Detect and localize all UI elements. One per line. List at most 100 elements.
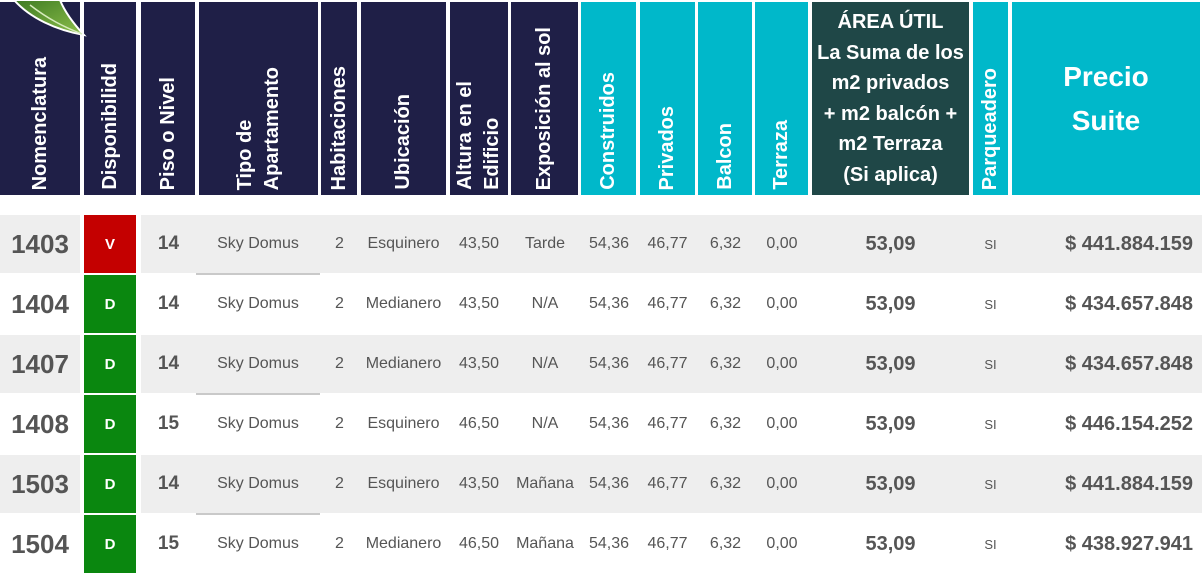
cell-nomenclatura: 1407 — [0, 335, 80, 393]
header-label-line: m2 privados — [831, 72, 950, 94]
header-label: Nomenclatura — [27, 57, 54, 190]
cell-piso: 15 — [157, 533, 180, 554]
cell-exposicion: Tarde — [510, 215, 580, 273]
cell-tipo: Sky Domus — [196, 455, 320, 515]
cell-ubicacion: Medianero — [359, 335, 448, 393]
header-label-text: Parqueadero — [979, 67, 1001, 190]
cell-habitaciones: 2 — [335, 415, 344, 432]
header-label-text: Balcon — [713, 123, 736, 190]
header-label-text: Nomenclatura — [28, 56, 51, 190]
cell-altura: 46,50 — [458, 535, 500, 552]
header-label-line: m2 Terraza — [838, 133, 943, 155]
cell-habitaciones: 2 — [320, 455, 359, 513]
cell-privados: 46,77 — [647, 415, 688, 432]
cell-terraza: 0,00 — [754, 215, 810, 273]
cell-construidos: 54,36 — [580, 335, 638, 393]
cell-terraza: 0,00 — [754, 335, 810, 393]
header-label-text: Disponibilidd — [98, 63, 121, 190]
cell-precio: $ 438.927.941 — [1065, 532, 1193, 555]
cell-habitaciones: 2 — [320, 215, 359, 273]
cell-precio: $ 434.657.848 — [1010, 335, 1202, 393]
cell-nomenclatura: 1503 — [0, 455, 80, 513]
cell-ubicacion: Esquinero — [367, 415, 440, 432]
cell-precio: $ 441.884.159 — [1010, 215, 1202, 273]
cell-piso: 14 — [141, 335, 196, 393]
header-label: Altura en el Edificio — [452, 81, 506, 190]
cell-privados: 46,77 — [647, 535, 688, 552]
header-label: Piso o Nivel — [155, 77, 182, 190]
header-label: Habitaciones — [326, 66, 353, 190]
cell-balcon: 6,32 — [697, 215, 754, 273]
table-row: 1503 D 14 Sky Domus 2 Esquinero 43,50 Mañana 54,… — [0, 455, 1202, 515]
cell-privados: 46,77 — [638, 455, 697, 513]
cell-terraza: 0,00 — [754, 455, 810, 513]
header-label: Terraza — [768, 120, 795, 190]
status-badge: D — [84, 515, 136, 573]
cell-parqueadero: SI — [971, 215, 1010, 273]
cell-altura: 43,50 — [448, 335, 510, 393]
cell-construidos: 54,36 — [588, 295, 630, 312]
cell-piso: 14 — [157, 293, 180, 314]
cell-terraza: 0,00 — [766, 415, 798, 432]
header-label: Parqueadero — [977, 68, 1004, 190]
cell-habitaciones: 2 — [335, 535, 344, 552]
table-row: 1407 D 14 Sky Domus 2 Medianero 43,50 N/A 54,36 4… — [0, 335, 1202, 395]
cell-habitaciones: 2 — [335, 295, 344, 312]
cell-parqueadero: SI — [971, 335, 1010, 393]
status-badge: D — [84, 275, 136, 333]
cell-exposicion: N/A — [510, 335, 580, 393]
cell-area-util: 53,09 — [810, 335, 971, 393]
header-label-text: Privados — [656, 105, 678, 190]
cell-ubicacion: Esquinero — [359, 455, 448, 513]
cell-construidos: 54,36 — [588, 535, 630, 552]
header-parqueadero: Parqueadero — [973, 2, 1008, 195]
table-body: 1403 V 14 Sky Domus 2 Esquinero 43,50 Tarde 54,3… — [0, 215, 1202, 573]
header-terraza: Terraza — [755, 2, 808, 195]
table-row: 1404 D 14 Sky Domus 2 Medianero 43,50 N/A 54,36 4… — [0, 275, 1202, 333]
cell-piso: 15 — [157, 413, 180, 434]
cell-tipo: Sky Domus — [217, 295, 299, 312]
header-label-line: + m2 balcón + — [823, 102, 958, 125]
cell-exposicion: N/A — [531, 295, 559, 312]
cell-construidos: 54,36 — [588, 415, 630, 432]
cell-nomenclatura: 1404 — [11, 288, 69, 319]
table-row: 1403 V 14 Sky Domus 2 Esquinero 43,50 Tarde 54,3… — [0, 215, 1202, 275]
table-row: 1504 D 15 Sky Domus 2 Medianero 46,50 Mañana 54,… — [0, 515, 1202, 573]
header-privados: Privados — [640, 2, 695, 195]
cell-privados: 46,77 — [638, 215, 697, 273]
header-construidos: Construidos — [581, 2, 636, 195]
cell-area-util: 53,09 — [865, 292, 916, 315]
cell-nomenclatura: 1408 — [11, 408, 69, 439]
header-label: Construidos — [595, 72, 622, 190]
header-habitaciones: Habitaciones — [321, 2, 357, 195]
cell-area-util: 53,09 — [810, 215, 971, 273]
header-label-text: Ubicación — [392, 94, 414, 190]
cell-tipo: Sky Domus — [217, 535, 299, 552]
header-tipo-apartamento: Tipo de Apartamento — [199, 2, 318, 195]
cell-area-util: 53,09 — [810, 455, 971, 513]
cell-exposicion: Mañana — [516, 535, 574, 552]
cell-tipo: Sky Domus — [196, 215, 320, 275]
header-label-line: Apartamento — [260, 66, 283, 190]
header-label-line: La Suma de los — [817, 41, 964, 64]
header-label-line: Edificio — [481, 117, 503, 190]
cell-precio: $ 446.154.252 — [1065, 412, 1193, 435]
header-label: Ubicación — [390, 94, 417, 190]
header-label-line: Altura en el — [454, 81, 476, 190]
cell-ubicacion: Medianero — [365, 535, 442, 552]
header-piso: Piso o Nivel — [141, 2, 195, 195]
cell-parqueadero: SI — [984, 416, 997, 432]
header-label-line: Suite — [1071, 104, 1141, 136]
header-label-line: Tipo de — [233, 119, 256, 190]
header-disponibilidad: Disponibilidd — [84, 2, 136, 195]
header-label-line: (Si aplica) — [843, 163, 938, 186]
header-label: Precio Suite — [1063, 55, 1149, 143]
cell-terraza: 0,00 — [766, 295, 798, 312]
header-label-text: Piso o Nivel — [156, 76, 179, 190]
header-label-text: Exposición al sol — [533, 26, 555, 190]
status-badge: D — [84, 455, 136, 513]
header-balcon: Balcon — [698, 2, 752, 195]
cell-area-util: 53,09 — [865, 532, 916, 555]
header-precio-suite: Precio Suite — [1012, 2, 1200, 195]
